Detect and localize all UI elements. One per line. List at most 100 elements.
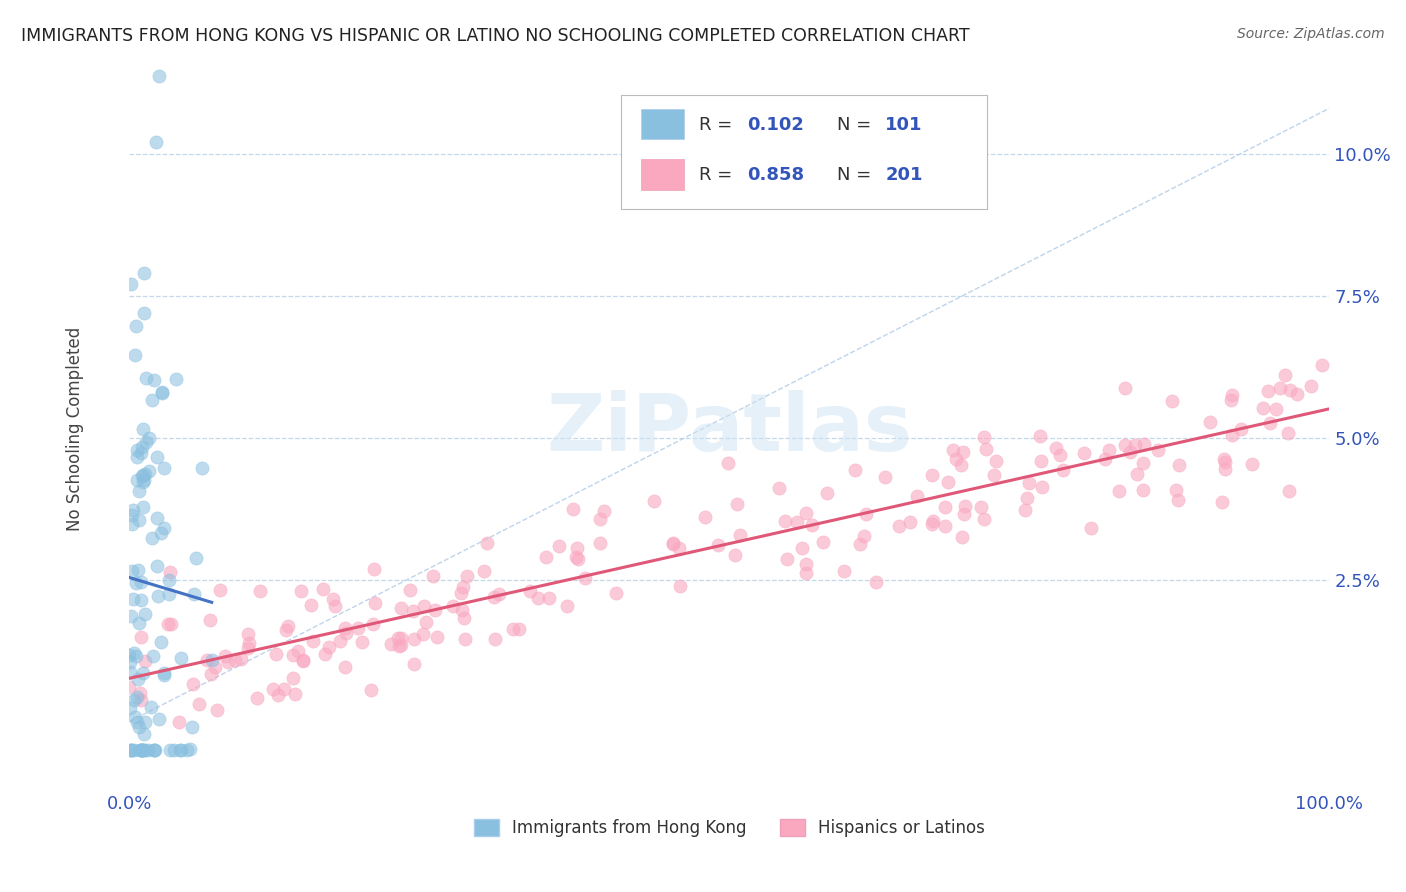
Point xyxy=(875,470,897,484)
Point xyxy=(124,710,146,724)
Point xyxy=(128,513,150,527)
Point xyxy=(160,616,183,631)
Point xyxy=(125,473,148,487)
Point xyxy=(921,516,943,531)
Point xyxy=(134,467,156,481)
Point xyxy=(352,635,374,649)
Point xyxy=(412,627,434,641)
Point xyxy=(484,632,506,647)
Point xyxy=(190,461,212,475)
Point xyxy=(1268,381,1291,395)
FancyBboxPatch shape xyxy=(621,95,987,209)
Point xyxy=(121,516,143,531)
Point xyxy=(536,550,558,565)
Point xyxy=(1045,441,1067,455)
Point xyxy=(844,463,866,477)
Point xyxy=(129,743,152,757)
Point xyxy=(118,648,141,662)
Point xyxy=(236,627,259,641)
Point xyxy=(121,564,143,578)
Point xyxy=(1123,438,1146,452)
Point xyxy=(132,475,155,489)
Point xyxy=(127,673,149,687)
Point xyxy=(322,592,344,607)
Point xyxy=(142,743,165,757)
Point xyxy=(1241,457,1264,471)
Point xyxy=(122,503,145,517)
Point xyxy=(852,529,875,543)
Point xyxy=(1274,368,1296,382)
Point xyxy=(1213,462,1236,476)
Point xyxy=(118,681,141,695)
Point xyxy=(149,526,172,541)
Point xyxy=(131,743,153,757)
Point xyxy=(148,712,170,726)
Point xyxy=(1265,402,1288,417)
Point xyxy=(1279,383,1302,397)
Point xyxy=(214,648,236,663)
Point xyxy=(380,637,402,651)
Point xyxy=(120,609,142,624)
Point xyxy=(811,534,834,549)
Point xyxy=(150,635,173,649)
Point xyxy=(1211,495,1233,509)
Point xyxy=(1277,425,1299,440)
Point xyxy=(426,631,449,645)
Point xyxy=(165,372,187,386)
Point xyxy=(264,647,287,661)
Point xyxy=(1301,378,1323,392)
Point xyxy=(1015,491,1038,505)
Point xyxy=(1285,387,1308,401)
Point xyxy=(146,450,169,465)
Point xyxy=(132,422,155,436)
Point xyxy=(302,634,325,648)
Point xyxy=(170,650,193,665)
Point xyxy=(284,688,307,702)
Point xyxy=(389,631,412,645)
Point xyxy=(136,743,159,757)
Point xyxy=(1031,453,1053,467)
Point xyxy=(668,541,690,556)
Point xyxy=(1198,415,1220,429)
Point xyxy=(1028,429,1050,443)
Point xyxy=(1278,484,1301,499)
Point xyxy=(984,454,1007,468)
Point xyxy=(456,568,478,582)
Point xyxy=(131,743,153,757)
Point xyxy=(1220,428,1243,442)
Point xyxy=(246,691,269,706)
Point xyxy=(125,319,148,334)
Point xyxy=(200,667,222,681)
Point xyxy=(1220,388,1243,402)
Text: R =: R = xyxy=(699,116,738,134)
Point xyxy=(143,373,166,387)
Point xyxy=(131,468,153,483)
Point xyxy=(387,631,409,645)
Point xyxy=(472,565,495,579)
Point xyxy=(970,500,993,514)
Point xyxy=(794,566,817,581)
Point xyxy=(152,665,174,680)
Point xyxy=(188,697,211,711)
Point xyxy=(1094,451,1116,466)
Point xyxy=(450,586,472,600)
Point xyxy=(333,660,356,674)
Point xyxy=(1119,445,1142,459)
Point xyxy=(662,537,685,551)
Point xyxy=(921,514,943,528)
Point xyxy=(159,743,181,757)
Point xyxy=(132,665,155,680)
Point xyxy=(128,685,150,699)
Point xyxy=(934,500,956,514)
Point xyxy=(574,570,596,584)
Point xyxy=(274,623,297,637)
Point xyxy=(134,607,156,621)
Point xyxy=(129,592,152,607)
Point xyxy=(148,69,170,83)
Point xyxy=(120,655,142,669)
Point xyxy=(125,450,148,464)
Point xyxy=(200,613,222,627)
Point xyxy=(453,610,475,624)
Point xyxy=(983,468,1005,483)
Point xyxy=(138,464,160,478)
